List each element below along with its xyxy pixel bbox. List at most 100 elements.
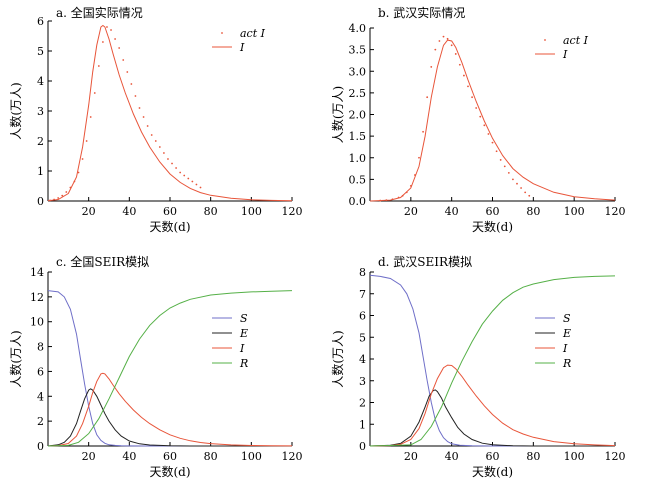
y-tick-label: 6 bbox=[37, 365, 44, 378]
legend-label: I bbox=[239, 41, 245, 54]
y-tick-label: 3 bbox=[37, 105, 44, 118]
x-tick-label: 20 bbox=[404, 205, 418, 218]
x-tick-label: 40 bbox=[445, 205, 459, 218]
data-point bbox=[503, 165, 506, 168]
y-tick-label: 7 bbox=[359, 288, 366, 301]
x-tick-label: 120 bbox=[282, 450, 303, 463]
data-point bbox=[458, 63, 461, 66]
data-point bbox=[150, 134, 153, 136]
data-point bbox=[179, 171, 182, 174]
y-tick-label: 1 bbox=[359, 418, 366, 431]
data-point bbox=[438, 40, 441, 42]
y-axis-label: 人数(万人) bbox=[8, 330, 23, 387]
x-axis-label: 天数(d) bbox=[472, 219, 513, 234]
legend-marker bbox=[544, 39, 546, 41]
series-E-line bbox=[369, 389, 615, 447]
legend-label: R bbox=[239, 357, 248, 370]
data-point bbox=[520, 187, 522, 189]
series-act-I-points bbox=[379, 35, 531, 202]
data-point bbox=[85, 140, 88, 142]
y-tick-label: 0 bbox=[359, 440, 366, 453]
data-point bbox=[422, 130, 424, 133]
panel-c: 20 40 60 80 100 120 0 2 4 6 8 10 12 14 c. 全国SEIR模拟天数(d… bbox=[8, 254, 303, 479]
y-tick-label: 4 bbox=[37, 390, 44, 403]
legend: act II bbox=[212, 27, 266, 54]
data-point bbox=[528, 194, 531, 197]
data-point bbox=[479, 115, 482, 118]
x-tick-label: 60 bbox=[163, 205, 177, 218]
x-tick-label: 40 bbox=[122, 205, 136, 218]
data-point bbox=[195, 183, 198, 186]
data-point bbox=[89, 116, 92, 118]
y-axis-label: 人数(万人) bbox=[8, 82, 23, 139]
data-point bbox=[81, 158, 84, 160]
y-tick-label: 5 bbox=[359, 331, 366, 344]
data-point bbox=[77, 171, 80, 174]
legend-label: S bbox=[563, 312, 571, 325]
data-point bbox=[191, 180, 194, 183]
panel-b: 20 40 60 80 100 120 0.0 0.5 1.0 1.5 2.0 2.5 3.0 3.5 4.… bbox=[330, 5, 626, 234]
y-tick-label: 12 bbox=[30, 291, 44, 304]
y-tick-label: 4.0 bbox=[349, 22, 367, 35]
legend-label: R bbox=[562, 357, 571, 370]
data-point bbox=[122, 59, 125, 61]
x-tick-label: 100 bbox=[241, 450, 262, 463]
data-point bbox=[454, 53, 457, 55]
y-tick-label: 14 bbox=[30, 266, 44, 279]
x-tick-label: 120 bbox=[605, 205, 626, 218]
series-R-line bbox=[369, 275, 616, 447]
x-tick-label: 100 bbox=[241, 205, 262, 218]
x-tick-label: 20 bbox=[82, 450, 96, 463]
data-point bbox=[118, 47, 121, 49]
x-axis-label: 天数(d) bbox=[472, 464, 513, 479]
x-tick-label: 20 bbox=[82, 205, 96, 218]
data-point bbox=[97, 65, 100, 67]
y-axis-label: 人数(万人) bbox=[330, 330, 345, 387]
data-point bbox=[110, 29, 112, 31]
legend: SEIR bbox=[535, 312, 571, 370]
y-tick-label: 0 bbox=[37, 195, 44, 208]
legend: act II bbox=[535, 34, 589, 61]
data-point bbox=[61, 194, 64, 197]
legend-label: act I bbox=[563, 34, 589, 47]
series-I-line bbox=[47, 372, 293, 447]
legend-marker bbox=[221, 32, 223, 34]
x-axis-label: 天数(d) bbox=[149, 219, 190, 234]
y-tick-label: 1 bbox=[37, 165, 44, 178]
data-point bbox=[516, 182, 518, 185]
x-tick-label: 120 bbox=[282, 205, 303, 218]
legend-label: I bbox=[562, 48, 568, 61]
data-point bbox=[158, 146, 161, 148]
data-point bbox=[524, 191, 527, 194]
data-point bbox=[199, 186, 202, 189]
y-tick-label: 3 bbox=[359, 375, 366, 388]
series-S-line bbox=[369, 274, 615, 447]
y-tick-label: 4 bbox=[37, 75, 44, 88]
data-point bbox=[507, 171, 510, 174]
y-tick-label: 0.5 bbox=[349, 173, 367, 186]
y-tick-label: 2.0 bbox=[349, 109, 367, 122]
series-I-line bbox=[369, 39, 616, 202]
y-tick-label: 3.5 bbox=[349, 44, 367, 57]
data-point bbox=[102, 41, 104, 43]
x-tick-label: 80 bbox=[204, 450, 218, 463]
legend-label: act I bbox=[240, 27, 266, 40]
y-tick-label: 8 bbox=[359, 266, 366, 279]
data-point bbox=[499, 159, 502, 161]
data-point bbox=[491, 141, 494, 144]
y-tick-label: 2.5 bbox=[349, 87, 367, 100]
data-point bbox=[154, 140, 157, 142]
data-point bbox=[171, 162, 173, 165]
data-point bbox=[434, 48, 437, 51]
panel-title: d. 武汉SEIR模拟 bbox=[378, 255, 472, 269]
data-point bbox=[475, 107, 478, 109]
y-tick-label: 4 bbox=[359, 353, 366, 366]
panel-title: c. 全国SEIR模拟 bbox=[56, 254, 149, 269]
series-act-I-points bbox=[49, 26, 202, 202]
y-tick-label: 2 bbox=[37, 415, 44, 428]
data-point bbox=[495, 150, 498, 153]
data-point bbox=[418, 156, 420, 159]
legend: SEIR bbox=[212, 312, 248, 370]
x-axis-label: 天数(d) bbox=[149, 464, 190, 479]
y-tick-label: 1.5 bbox=[349, 130, 367, 143]
